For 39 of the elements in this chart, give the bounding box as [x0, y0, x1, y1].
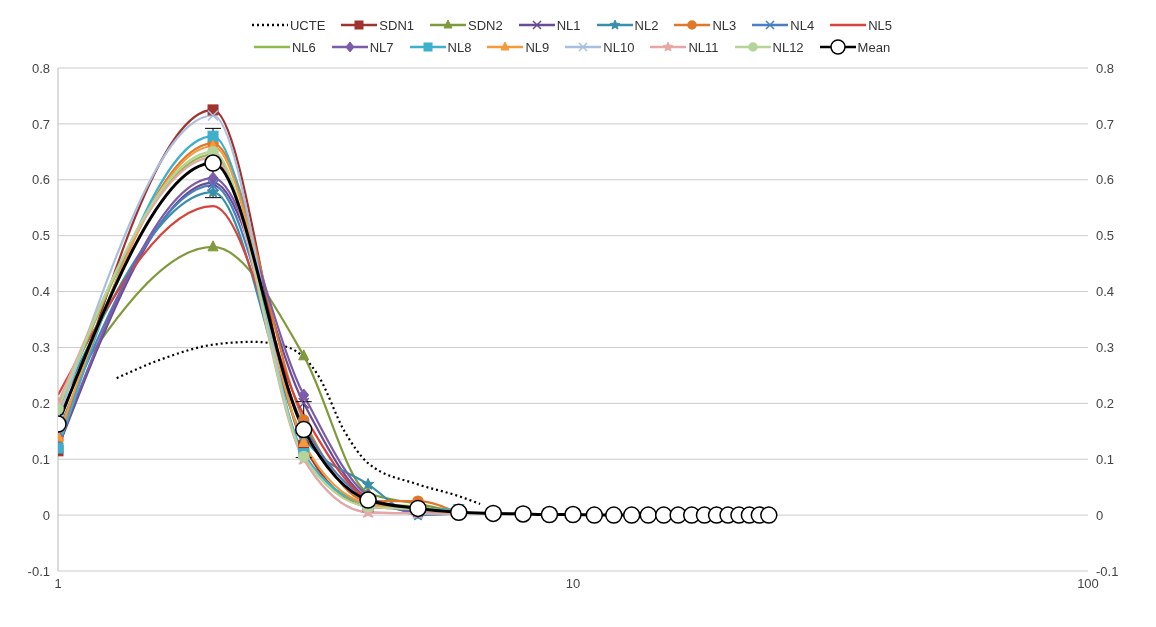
legend-label: NL5: [868, 17, 893, 33]
y-tick-label: 0: [42, 507, 50, 523]
legend-label: NL8: [447, 39, 472, 55]
y-tick-label: -0.1: [27, 563, 50, 579]
y2-tick-label: 0.3: [1096, 340, 1115, 356]
y2-tick-label: 0.6: [1096, 172, 1115, 188]
x-tick-label: 10: [565, 576, 581, 592]
y2-tick-label: 0: [1096, 507, 1104, 523]
legend-label: Mean: [857, 39, 891, 55]
y-tick-label: 0.5: [31, 228, 50, 244]
y2-tick-label: 0.4: [1096, 284, 1115, 300]
legend-label: SDN1: [379, 17, 415, 33]
y2-tick-label: 0.7: [1096, 116, 1115, 132]
legend-label: NL3: [712, 17, 737, 33]
legend-label: NL9: [525, 39, 550, 55]
y-tick-label: 0.2: [31, 395, 50, 411]
y2-tick-label: 0.8: [1096, 60, 1115, 76]
legend-label: UCTE: [289, 17, 326, 33]
legend-label: NL1: [556, 17, 581, 33]
x-tick-label: 1: [54, 576, 62, 592]
legend-label: NL12: [772, 39, 804, 55]
legend-label: NL11: [688, 39, 719, 55]
y2-tick-label: 0.5: [1096, 228, 1115, 244]
y2-tick-label: 0.2: [1096, 395, 1115, 411]
y2-tick-label: 0.1: [1096, 451, 1115, 467]
y-tick-label: 0.3: [31, 340, 50, 356]
legend-label: NL10: [603, 39, 635, 55]
y-tick-label: 0.7: [31, 116, 50, 132]
y-tick-label: 0.1: [31, 451, 50, 467]
x-tick-label: 100: [1077, 576, 1099, 592]
legend-label: NL6: [291, 39, 316, 55]
y2-tick-label: -0.1: [1096, 563, 1119, 579]
y-tick-label: 0.8: [31, 60, 50, 76]
legend-label: NL4: [790, 17, 815, 33]
y-tick-label: 0.6: [31, 172, 50, 188]
y-tick-label: 0.4: [31, 284, 50, 300]
legend-label: NL7: [369, 39, 394, 55]
legend-label: NL2: [634, 17, 659, 33]
legend-label: SDN2: [468, 17, 503, 33]
